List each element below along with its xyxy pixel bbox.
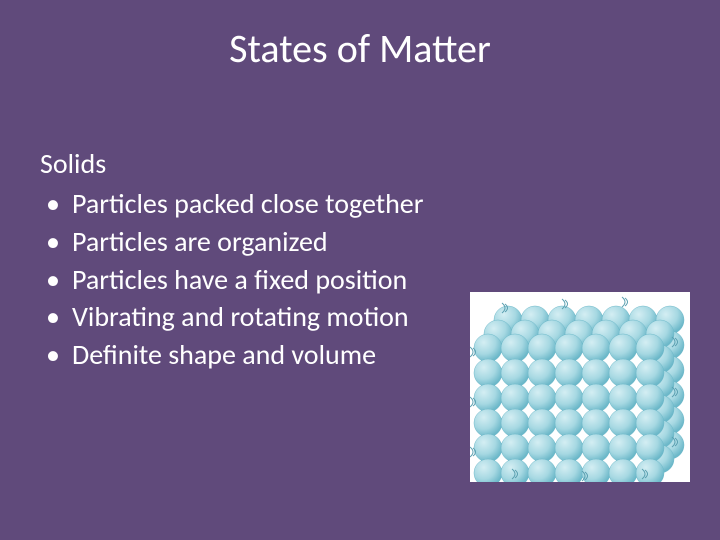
bullet-item: Particles packed close together <box>40 185 560 223</box>
slide-title: States of Matter <box>0 24 720 73</box>
subtitle: Solids <box>40 146 560 181</box>
particle-lattice-diagram <box>470 292 690 482</box>
slide: States of Matter Solids Particles packed… <box>0 0 720 540</box>
bullet-item: Particles are organized <box>40 223 560 261</box>
